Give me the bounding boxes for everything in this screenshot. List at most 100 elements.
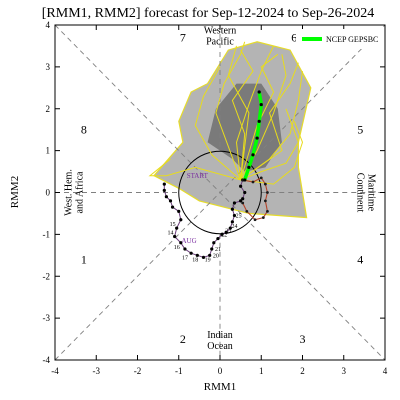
member-track-line (240, 53, 279, 181)
day-label: 15 (170, 222, 176, 228)
x-tick-label: 0 (218, 366, 223, 376)
phase-number: 6 (291, 31, 297, 45)
recent-track-point (241, 201, 245, 205)
recent-track-point (259, 176, 263, 180)
observed-track-point (230, 207, 234, 211)
ensemble-mean (243, 90, 264, 182)
day-label: 16 (174, 245, 180, 251)
observed-track-point (175, 226, 179, 230)
phase-number: 2 (180, 332, 186, 346)
ensemble-mean-point (247, 165, 251, 169)
y-tick-label: 1 (46, 146, 51, 156)
recent-track-point (261, 216, 265, 220)
observed-track-point (232, 213, 237, 218)
observed-track-point (183, 247, 187, 251)
region-label-line: West. Hem. (64, 169, 75, 216)
ensemble-mean-point (257, 90, 261, 94)
region-label-line: Indian (207, 330, 233, 341)
day-label: 24 (231, 224, 237, 230)
region-label-line: Pacific (206, 37, 234, 48)
observed-track-point (208, 253, 212, 257)
ensemble-spread-inner (207, 83, 282, 172)
y-tick-label: 4 (46, 20, 51, 30)
observed-track-point (212, 241, 216, 245)
day-label: 17 (182, 256, 188, 262)
x-tick-label: 4 (383, 366, 388, 376)
phase-number: 1 (81, 253, 87, 267)
observed-track-point (179, 218, 183, 222)
y-tick-label: -4 (43, 355, 51, 365)
x-tick-label: -2 (134, 366, 142, 376)
observed-track-point (239, 184, 243, 188)
recent-track-point (251, 180, 255, 184)
observed-track-point (230, 220, 234, 224)
x-tick-label: 3 (342, 366, 347, 376)
x-tick-label: -4 (51, 366, 59, 376)
phase-number: 7 (180, 31, 186, 45)
y-tick-label: 3 (46, 62, 51, 72)
y-tick-label: -2 (43, 271, 51, 281)
observed-track-point (168, 199, 173, 203)
observed-track-point (179, 241, 183, 245)
phase-number: 8 (81, 123, 87, 137)
day-label: 23 (225, 228, 231, 234)
day-label: 20 (213, 253, 219, 259)
x-tick-label: -3 (93, 366, 101, 376)
region-label: West. Hem.and Africa (64, 169, 86, 216)
observed-track-point (228, 226, 232, 230)
ensemble-mean-point (257, 119, 261, 123)
region-label: MaritimeContinent (354, 173, 376, 213)
y-tick-label: 0 (46, 188, 51, 198)
region-label-line: Western (204, 26, 237, 37)
phase-number: 5 (357, 123, 363, 137)
ensemble-spread (153, 41, 312, 219)
observed-track-point (195, 253, 199, 257)
observed-track-point (239, 199, 243, 203)
member-track-line (231, 49, 254, 180)
region-label-line: Continent (354, 173, 365, 213)
phase-number: 3 (300, 332, 306, 346)
y-axis-label: RMM2 (9, 176, 21, 208)
day-label: 14 (168, 230, 174, 236)
member-track-line (240, 108, 299, 181)
region-label-line: Ocean (207, 341, 233, 352)
member-track-line (194, 66, 241, 181)
phase-dividers (54, 24, 386, 361)
recent-track-point (266, 209, 269, 213)
observed-track-point (177, 209, 181, 213)
observed-track-point (232, 201, 237, 205)
region-label: Indian Ocean (207, 330, 233, 352)
observed-track-point (243, 190, 247, 195)
recent-track-point (263, 182, 267, 186)
legend-box (296, 29, 382, 49)
region-label-line: Maritime (365, 174, 376, 212)
x-axis-label: RMM1 (204, 381, 236, 393)
legend: NCEP GEPSBC (296, 29, 382, 49)
observed-track-point (216, 236, 220, 241)
legend-label: NCEP GEPSBC (326, 35, 378, 44)
observed-track-point (162, 182, 166, 186)
unit-circle (178, 150, 262, 235)
ensemble-mean-point (243, 178, 247, 182)
observed-track-point (220, 232, 224, 236)
observed-track-point (224, 230, 228, 234)
day-label: 21 (215, 247, 221, 253)
ensemble-mean-point (259, 102, 263, 107)
observed-track-point (170, 205, 175, 209)
recent-track-point (245, 209, 249, 213)
observed-track-point (210, 247, 214, 251)
y-tick-label: 2 (46, 104, 51, 114)
observed-track-point (189, 251, 193, 255)
ensemble-mean-point (251, 153, 255, 157)
day-label: 19 (205, 258, 211, 264)
observed-track-point (162, 188, 166, 193)
day-label: 22 (221, 232, 227, 238)
y-tick-label: -1 (43, 229, 51, 239)
member-track-line (240, 62, 299, 181)
x-tick-label: 2 (300, 366, 305, 376)
phase-divider-line (54, 24, 386, 361)
